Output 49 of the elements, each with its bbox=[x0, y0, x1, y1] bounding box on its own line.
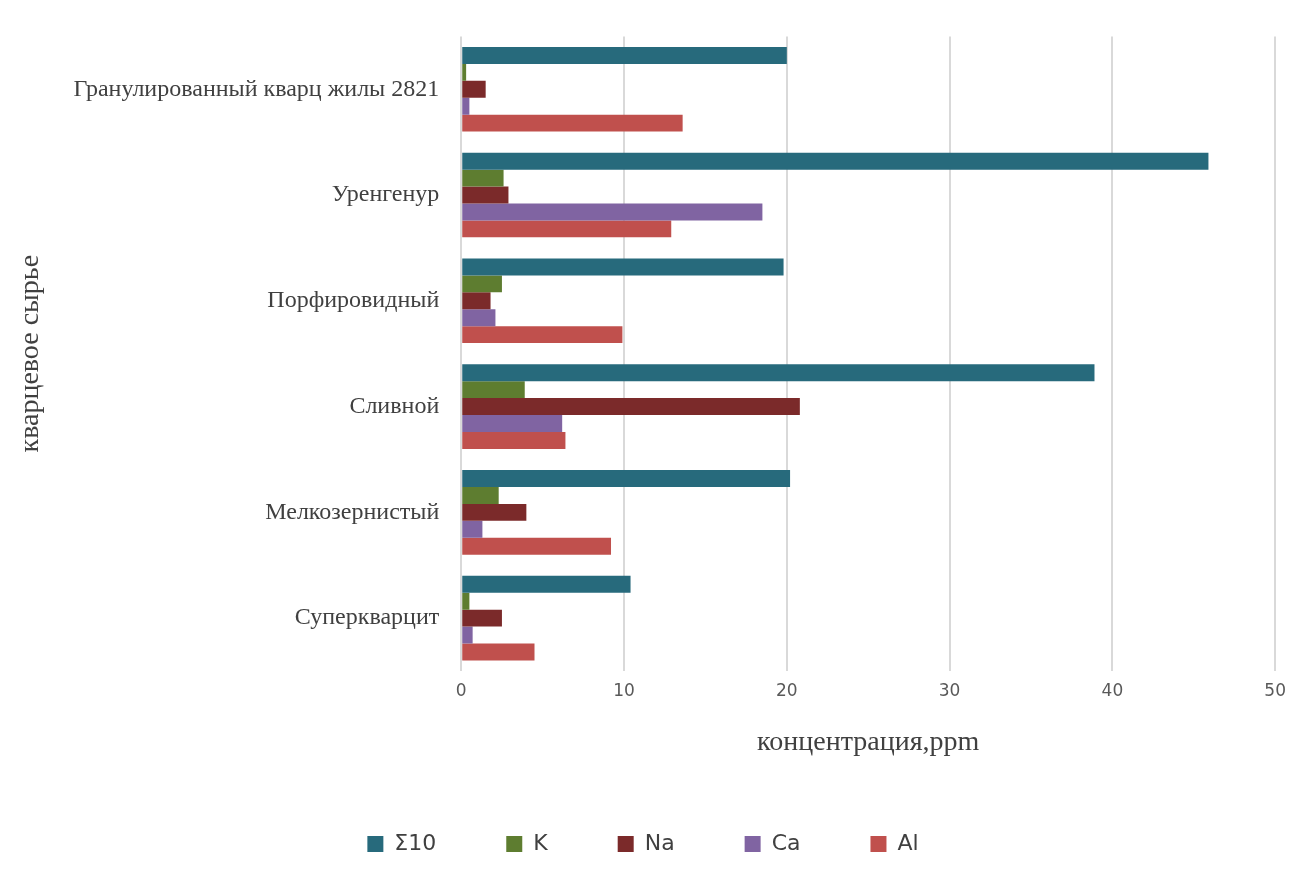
x-axis-title: концентрация,ppm bbox=[757, 724, 980, 756]
legend-label: Al bbox=[897, 829, 919, 855]
bar bbox=[462, 114, 683, 132]
bar bbox=[462, 575, 631, 593]
x-tick-label: 0 bbox=[455, 679, 467, 700]
bar bbox=[462, 381, 525, 399]
bar bbox=[462, 186, 509, 204]
y-tick-label: Мелкозернистый bbox=[265, 497, 440, 524]
bar bbox=[462, 63, 467, 81]
x-tick-label: 20 bbox=[776, 679, 798, 700]
bar bbox=[462, 46, 787, 64]
bar bbox=[462, 275, 502, 293]
y-tick-label: Гранулированный кварц жилы 2821 bbox=[73, 74, 440, 101]
y-tick-label: Сливной bbox=[349, 391, 440, 418]
bar bbox=[462, 80, 486, 98]
x-tick-label: 10 bbox=[613, 679, 635, 700]
bar bbox=[462, 326, 623, 344]
bar bbox=[462, 486, 499, 504]
bar bbox=[462, 364, 1095, 382]
legend-label: Ca bbox=[771, 829, 801, 855]
bar bbox=[462, 169, 504, 187]
bar bbox=[462, 503, 527, 521]
bar bbox=[462, 431, 566, 449]
y-axis-title: кварцевое сырье bbox=[13, 254, 45, 453]
x-tick-label: 50 bbox=[1264, 679, 1286, 700]
bar bbox=[462, 203, 763, 221]
legend-label: Σ10 bbox=[394, 829, 437, 855]
bar bbox=[462, 152, 1209, 170]
bar bbox=[462, 97, 470, 115]
bar bbox=[462, 537, 612, 555]
bar bbox=[462, 415, 563, 432]
bar bbox=[462, 309, 496, 327]
legend-label: Na bbox=[644, 829, 675, 855]
y-tick-label: Суперкварцит bbox=[294, 603, 440, 630]
bar bbox=[462, 626, 473, 644]
bar bbox=[462, 609, 502, 627]
bar bbox=[462, 470, 791, 487]
legend-label: K bbox=[533, 829, 549, 855]
x-tick-label: 40 bbox=[1101, 679, 1124, 700]
y-tick-label: Порфировидный bbox=[267, 286, 440, 313]
bar bbox=[462, 292, 491, 310]
bar bbox=[462, 643, 535, 661]
y-tick-label: Уренгенур bbox=[331, 180, 440, 207]
bar bbox=[462, 592, 470, 610]
bar bbox=[462, 258, 784, 276]
bar bbox=[462, 520, 483, 538]
x-tick-label: 30 bbox=[938, 679, 961, 700]
bar bbox=[462, 220, 672, 238]
bar bbox=[462, 398, 800, 416]
